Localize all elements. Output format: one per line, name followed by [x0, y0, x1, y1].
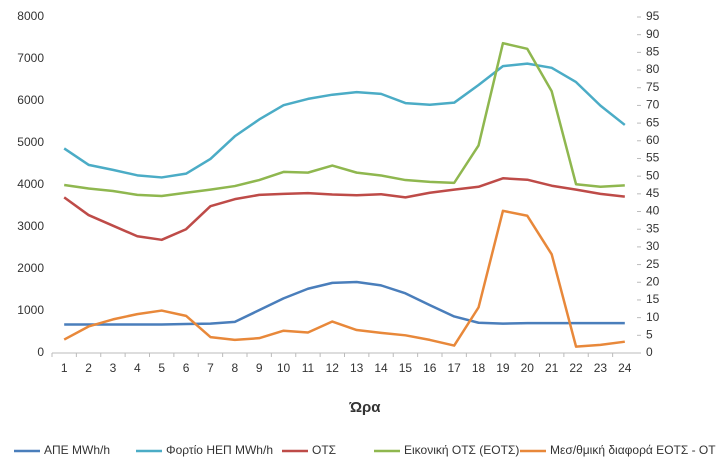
- y2-tick-label: 45: [646, 186, 660, 200]
- y-tick-label: 2000: [17, 261, 44, 275]
- y2-tick-label: 40: [646, 204, 660, 218]
- y-tick-label: 8000: [17, 9, 44, 23]
- y2-tick-label: 90: [646, 27, 660, 41]
- x-tick-label: 9: [256, 361, 263, 375]
- y-tick-label: 1000: [17, 303, 44, 317]
- y2-tick-label: 50: [646, 168, 660, 182]
- x-tick-label: 4: [134, 361, 141, 375]
- series-line: [63, 209, 625, 348]
- x-tick-label: 19: [496, 361, 510, 375]
- x-axis-title: Ώρα: [348, 399, 381, 416]
- y-tick-label: 4000: [17, 177, 44, 191]
- y-tick-label: 5000: [17, 135, 44, 149]
- x-tick-label: 24: [618, 361, 632, 375]
- y2-tick-label: 25: [646, 257, 660, 271]
- x-tick-label: 7: [207, 361, 214, 375]
- legend-label: Φορτίο ΗΕΠ MWh/h: [166, 443, 273, 457]
- y2-tick-label: 20: [646, 274, 660, 288]
- x-tick-label: 15: [399, 361, 413, 375]
- y2-tick-label: 70: [646, 98, 660, 112]
- y2-tick-label: 80: [646, 62, 660, 76]
- x-tick-label: 20: [521, 361, 535, 375]
- legend-label: ΑΠΕ MWh/h: [44, 443, 110, 457]
- series-line: [63, 177, 625, 242]
- x-tick-label: 16: [423, 361, 437, 375]
- x-tick-label: 6: [183, 361, 190, 375]
- y-tick-label: 0: [37, 345, 44, 359]
- y2-tick-label: 5: [646, 327, 653, 341]
- x-tick-label: 18: [472, 361, 486, 375]
- y2-tick-label: 35: [646, 221, 660, 235]
- x-tick-label: 8: [231, 361, 238, 375]
- legend-label: Μεσ/θμική διαφορά ΕΟΤΣ - ΟΤΣ: [550, 443, 716, 457]
- y2-tick-label: 15: [646, 292, 660, 306]
- y2-tick-label: 10: [646, 310, 660, 324]
- legend-label: ΟΤΣ: [312, 443, 336, 457]
- x-tick-label: 14: [374, 361, 388, 375]
- y2-tick-label: 0: [646, 345, 653, 359]
- x-tick-label: 11: [302, 361, 315, 375]
- y2-tick-label: 30: [646, 239, 660, 253]
- x-tick-label: 1: [61, 361, 68, 375]
- y2-tick-label: 95: [646, 9, 660, 23]
- x-tick-label: 5: [158, 361, 165, 375]
- x-tick-label: 2: [85, 361, 92, 375]
- x-tick-label: 22: [569, 361, 583, 375]
- series-line: [63, 62, 626, 179]
- y-tick-label: 6000: [17, 93, 44, 107]
- y2-tick-label: 85: [646, 45, 660, 59]
- series-line: [64, 280, 625, 326]
- x-tick-label: 10: [277, 361, 291, 375]
- y2-tick-label: 55: [646, 151, 660, 165]
- x-tick-label: 23: [594, 361, 608, 375]
- series-line: [64, 41, 625, 198]
- y-tick-label: 3000: [17, 219, 44, 233]
- x-tick-label: 17: [448, 361, 462, 375]
- y2-tick-label: 60: [646, 133, 660, 147]
- x-tick-label: 12: [326, 361, 340, 375]
- y2-tick-label: 75: [646, 80, 660, 94]
- x-tick-label: 21: [545, 361, 559, 375]
- y-tick-label: 7000: [17, 51, 44, 65]
- y2-tick-label: 65: [646, 115, 660, 129]
- x-tick-label: 13: [350, 361, 364, 375]
- x-tick-label: 3: [110, 361, 117, 375]
- legend-label: Εικονική ΟΤΣ (ΕΟΤΣ): [404, 443, 519, 457]
